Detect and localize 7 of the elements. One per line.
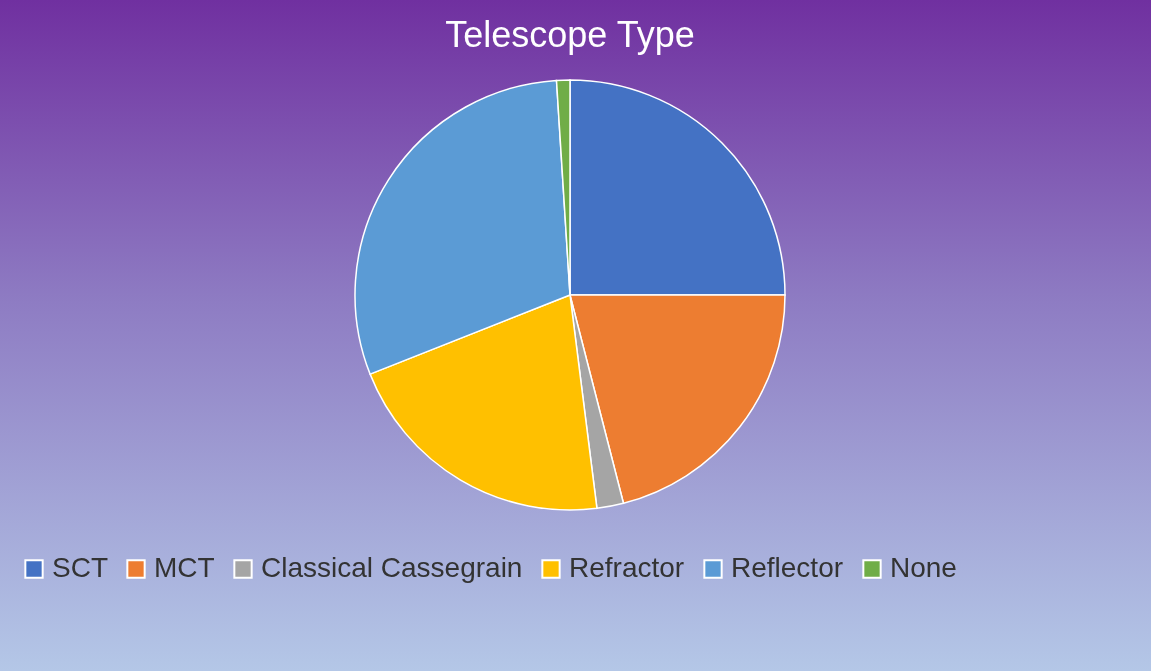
legend-label: Refractor [569,552,685,583]
legend-label: MCT [154,552,215,583]
chart-title: Telescope Type [445,14,695,55]
legend-label: None [890,552,957,583]
legend-label: SCT [52,552,108,583]
legend-label: Classical Cassegrain [261,552,523,583]
legend-label: Reflector [731,552,844,583]
